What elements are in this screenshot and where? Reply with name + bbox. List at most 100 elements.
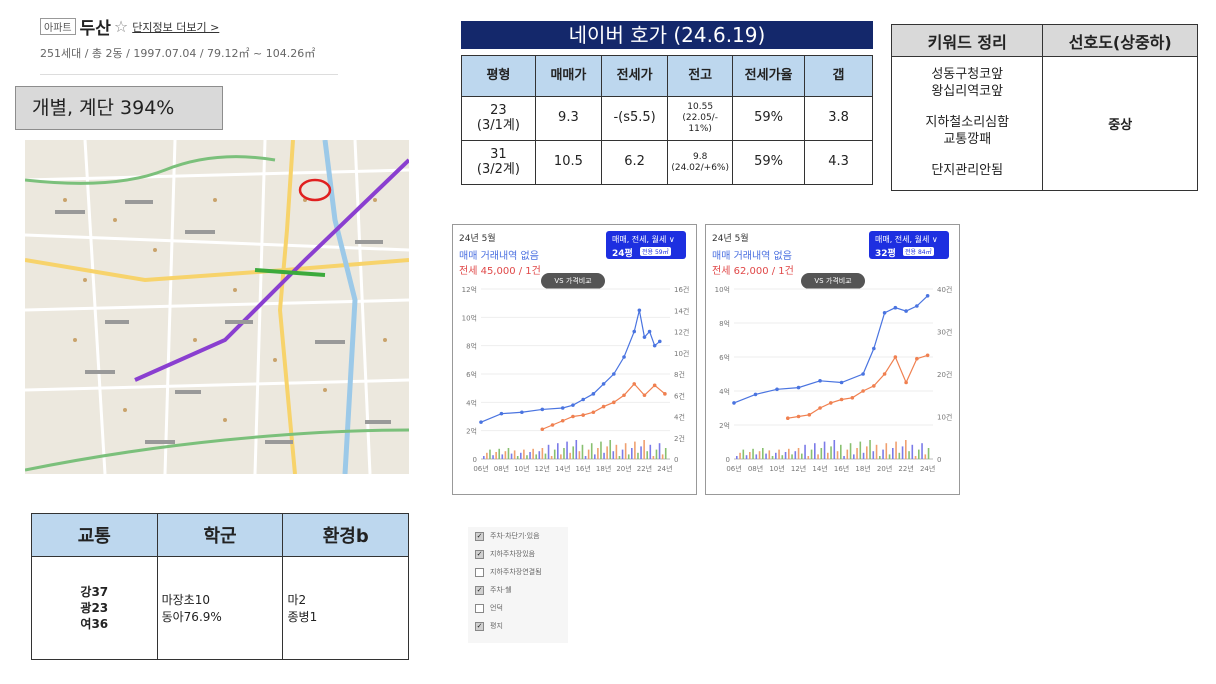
volume-bar xyxy=(775,452,777,459)
volume-bar xyxy=(823,441,826,459)
checklist-item[interactable]: ✓ 평지 xyxy=(468,617,568,635)
data-point xyxy=(632,382,637,386)
trade-type-filter[interactable]: 매매, 전세, 월세 ∨ 32평 전용 84㎡ xyxy=(869,231,949,259)
y-tick-label: 10억 xyxy=(715,286,730,294)
checklist-item[interactable]: 언덕 xyxy=(468,599,568,617)
favorite-star-icon[interactable]: ☆ xyxy=(113,17,129,36)
complex-info-link[interactable]: 단지정보 더보기 > xyxy=(132,20,220,34)
data-point xyxy=(520,410,524,415)
size-sub-value: (3/1계) xyxy=(476,117,520,133)
volume-bar xyxy=(483,456,485,459)
volume-bar xyxy=(739,452,741,459)
y-tick-label: 2억 xyxy=(719,422,730,430)
data-point xyxy=(479,420,483,424)
right-tick-label: 2건 xyxy=(674,434,685,443)
data-point xyxy=(642,335,647,339)
volume-bar xyxy=(498,448,501,459)
volume-bar xyxy=(752,448,754,459)
checklist-label: 지하주차장있음 xyxy=(490,550,536,558)
x-tick-label: 22년 xyxy=(898,464,913,473)
checkbox-icon[interactable]: ✓ xyxy=(475,585,484,595)
volume-bar xyxy=(804,444,806,459)
header-divider xyxy=(40,74,338,75)
keyword-line: 왕십리역코앞 xyxy=(931,84,1004,100)
naver-asking-price-table: 평형 매매가 전세가 전고 전세가율 갭 23 (3/1계) 9.3 -(s5.5… xyxy=(461,55,873,185)
data-point xyxy=(796,385,801,390)
environment-line: 마2 xyxy=(287,593,307,607)
keyword-header: 키워드 정리 xyxy=(890,24,1044,57)
price-compare-button[interactable]: VS 가격비교 xyxy=(801,273,865,289)
y-tick-label: 4억 xyxy=(719,388,730,396)
data-point xyxy=(652,343,657,348)
location-map[interactable] xyxy=(25,140,409,474)
table-row: 23 (3/1계) 9.3 -(s5.5) 10.55 (22.05/- 11%) 5… xyxy=(461,96,873,141)
checklist-item[interactable]: ✓ 지하주차장있음 xyxy=(468,545,568,563)
x-tick-label: 18년 xyxy=(855,464,870,473)
checkbox-icon[interactable] xyxy=(475,567,484,577)
data-point xyxy=(829,401,833,405)
checklist-item[interactable]: 지하주차장연결됨 xyxy=(468,563,568,581)
series-line xyxy=(733,295,929,404)
volume-bar xyxy=(609,440,612,459)
data-point xyxy=(637,308,642,313)
volume-bar xyxy=(898,452,901,459)
volume-bar xyxy=(810,449,813,459)
volume-bar xyxy=(649,444,652,459)
checkbox-icon[interactable]: ✓ xyxy=(475,549,484,559)
data-point xyxy=(925,353,930,358)
volume-bar xyxy=(921,443,923,459)
volume-bar xyxy=(615,444,618,459)
transport-line: 광23 xyxy=(80,600,109,615)
table-row: 31 (3/2계) 10.5 6.2 9.8 (24.02/+6%) 59% 4.3 xyxy=(461,140,873,185)
volume-bar xyxy=(875,444,878,459)
volume-bar xyxy=(597,448,599,459)
environment-line: 종병1 xyxy=(287,610,318,624)
checkbox-icon[interactable] xyxy=(475,603,484,613)
column-header: 전고 xyxy=(667,55,734,97)
checklist-item[interactable]: ✓ 주차·차단기·있음 xyxy=(468,527,568,545)
volume-bar xyxy=(624,443,627,459)
jeonse-price-cell: 6.2 xyxy=(600,140,669,185)
volume-bar xyxy=(911,444,914,459)
x-tick-label: 14년 xyxy=(812,464,827,473)
data-point xyxy=(796,414,801,419)
apartment-type-badge: 아파트 xyxy=(40,18,76,35)
x-tick-label: 08년 xyxy=(494,464,509,473)
y-tick-label: 0 xyxy=(473,456,477,464)
volume-bar xyxy=(658,443,661,459)
volume-bar xyxy=(587,449,590,459)
price-chart-24[interactable]: 24년 5월 매매 거래내역 없음 전세 45,000 / 1건 매매, 전세,… xyxy=(452,224,697,495)
trade-type-filter[interactable]: 매매, 전세, 월세 ∨ 24평 전용 59㎡ xyxy=(606,231,686,259)
volume-bar xyxy=(853,454,855,459)
checklist-item[interactable]: ✓ 주차·쉘 xyxy=(468,581,568,599)
checklist-label: 주차·차단기·있음 xyxy=(490,532,540,540)
x-tick-label: 20년 xyxy=(877,464,892,473)
right-tick-label: 16건 xyxy=(674,285,689,294)
y-tick-label: 4억 xyxy=(466,399,477,407)
data-point xyxy=(632,329,637,334)
volume-bar xyxy=(646,451,649,459)
price-chart-32[interactable]: 24년 5월 매매 거래내역 없음 전세 62,000 / 1건 매매, 전세,… xyxy=(705,224,960,495)
y-tick-label: 8억 xyxy=(466,343,477,351)
price-compare-button[interactable]: VS 가격비교 xyxy=(541,273,605,289)
volume-bar xyxy=(504,451,507,459)
checkbox-icon[interactable]: ✓ xyxy=(475,621,484,631)
data-point xyxy=(753,392,758,397)
data-point xyxy=(622,355,626,359)
transport-line: 강37 xyxy=(80,584,109,599)
data-point xyxy=(904,380,908,385)
volume-bar xyxy=(908,451,910,459)
location-score-table: 교통 학군 환경b 강37 광23 여36 마장초10 동아76.9% 마2 종… xyxy=(31,513,409,660)
checklist-label: 언덕 xyxy=(490,604,503,612)
data-point xyxy=(882,311,887,315)
volume-bar xyxy=(924,454,927,459)
checkbox-icon[interactable]: ✓ xyxy=(475,531,484,541)
filter-area: 전용 84㎡ xyxy=(903,247,934,256)
volume-bar xyxy=(872,451,875,459)
data-point xyxy=(540,427,545,432)
volume-bar xyxy=(866,446,868,459)
volume-bar xyxy=(765,453,767,459)
data-point xyxy=(915,304,919,308)
volume-bar xyxy=(892,448,894,459)
volume-bar xyxy=(749,452,751,459)
